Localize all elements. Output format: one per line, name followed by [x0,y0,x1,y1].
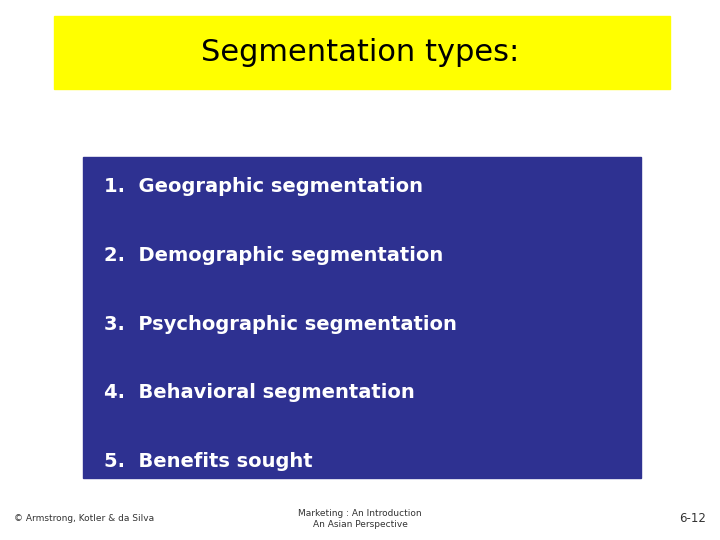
Text: 4.  Behavioral segmentation: 4. Behavioral segmentation [104,383,415,402]
Text: 5.  Benefits sought: 5. Benefits sought [104,452,313,471]
Text: 2.  Demographic segmentation: 2. Demographic segmentation [104,246,444,265]
Text: Segmentation types:: Segmentation types: [201,38,519,67]
Text: Marketing : An Introduction: Marketing : An Introduction [298,509,422,517]
FancyBboxPatch shape [54,16,670,89]
Text: 6-12: 6-12 [679,512,706,525]
Text: 1.  Geographic segmentation: 1. Geographic segmentation [104,177,423,196]
Text: © Armstrong, Kotler & da Silva: © Armstrong, Kotler & da Silva [14,514,155,523]
FancyBboxPatch shape [83,157,641,478]
Text: 3.  Psychographic segmentation: 3. Psychographic segmentation [104,314,457,334]
Text: An Asian Perspective: An Asian Perspective [312,521,408,529]
